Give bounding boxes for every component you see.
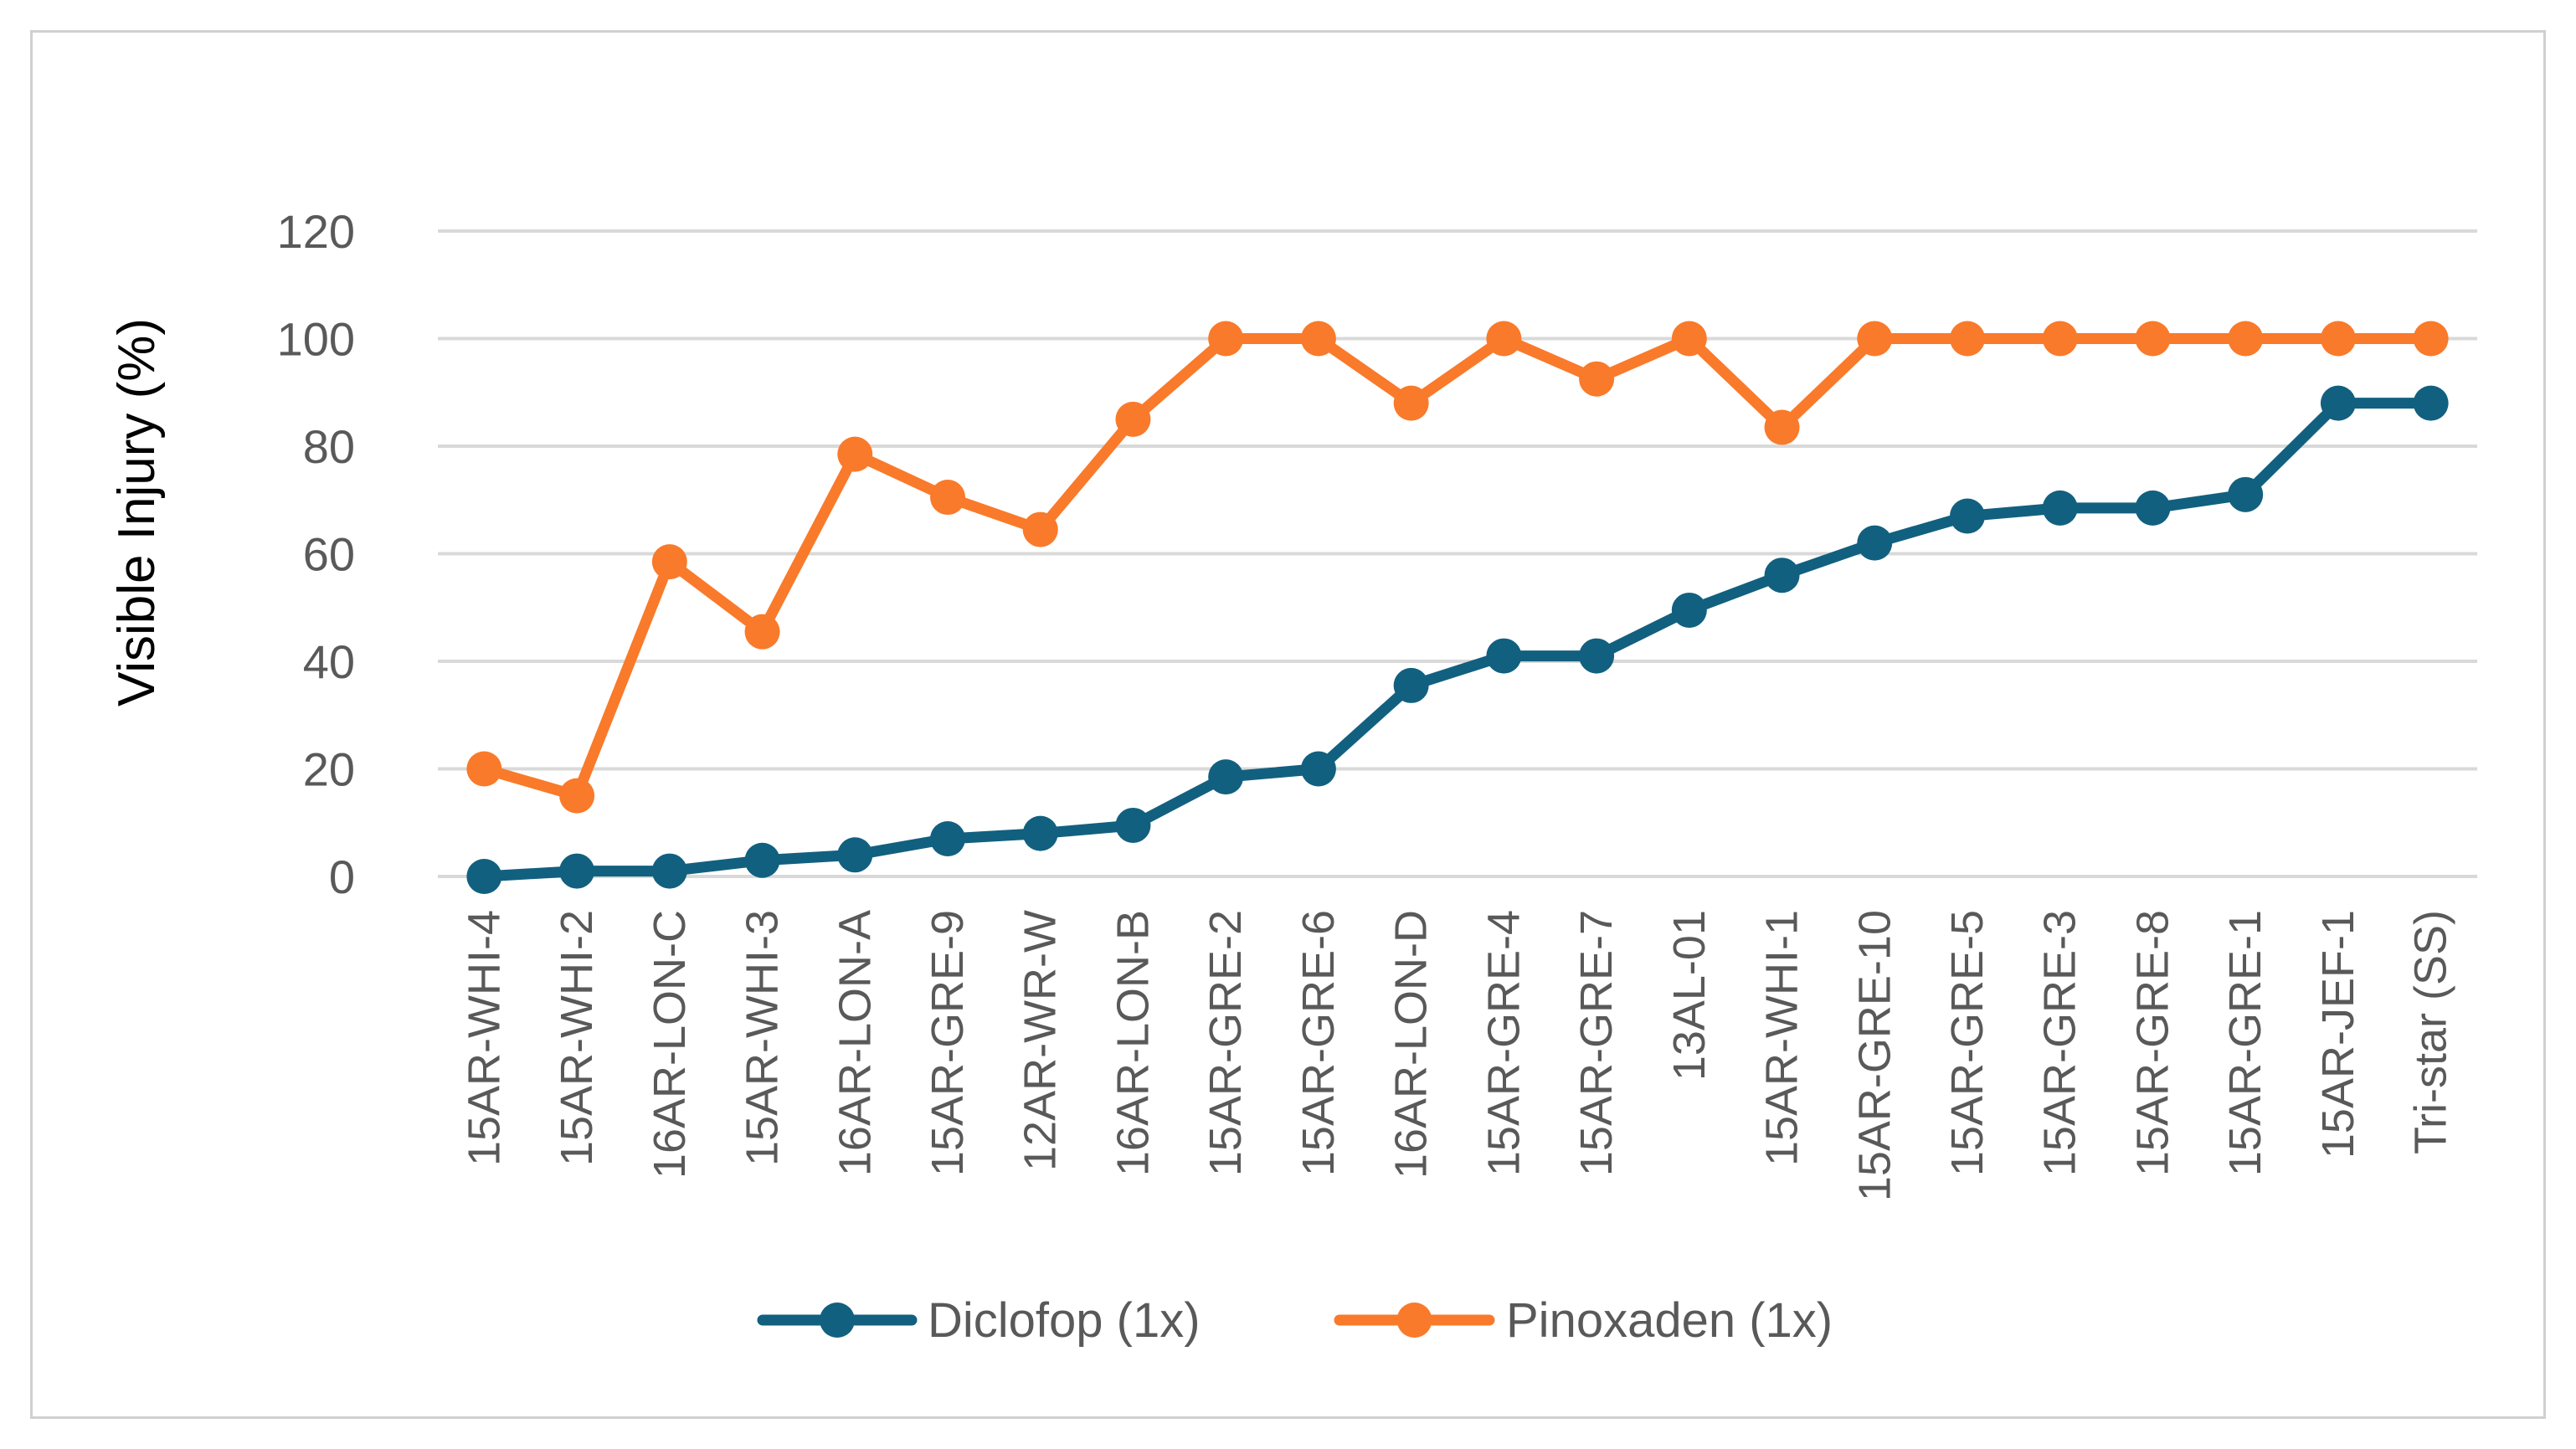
y-axis-ticks: 0 20 40 60 80 100 120	[277, 205, 355, 903]
data-point	[651, 853, 687, 889]
data-point	[2413, 321, 2449, 357]
x-tick-label: 15AR-WHI-1	[1757, 910, 1807, 1166]
y-tick-label: 100	[277, 313, 355, 366]
data-point	[1764, 409, 1800, 445]
data-point	[1671, 321, 1707, 357]
x-tick-label: 16AR-LON-A	[830, 910, 880, 1176]
data-point	[1950, 321, 1985, 357]
data-point	[2042, 490, 2078, 526]
line-chart: 0 20 40 60 80 100 120 15AR-WHI-4 15AR-WHI-2 16AR…	[108, 205, 2477, 1348]
data-point	[1579, 361, 1615, 397]
legend-item: Pinoxaden (1x)	[1334, 1293, 1833, 1348]
y-tick-label: 20	[303, 743, 355, 796]
x-tick-label: 16AR-LON-D	[1386, 910, 1437, 1179]
x-tick-label: 15AR-JEF-1	[2313, 910, 2363, 1159]
data-point	[1857, 321, 1893, 357]
chart-frame: 0 20 40 60 80 100 120 15AR-WHI-4 15AR-WHI-2 16AR…	[30, 30, 2546, 1419]
data-point	[930, 821, 965, 857]
x-tick-label: 13AL-01	[1664, 910, 1715, 1081]
data-point	[930, 480, 965, 516]
data-point	[837, 436, 873, 472]
data-point	[1208, 759, 1244, 795]
data-point	[1300, 751, 1336, 787]
data-point	[744, 614, 780, 650]
data-point	[651, 544, 687, 580]
y-tick-label: 60	[303, 528, 355, 581]
data-point	[1393, 667, 1429, 703]
data-point	[1115, 807, 1151, 843]
legend-item: Diclofop (1x)	[757, 1293, 1201, 1348]
data-point	[466, 859, 502, 894]
data-point	[1208, 321, 1244, 357]
x-tick-label: Tri-star (SS)	[2406, 910, 2456, 1154]
data-point	[2228, 476, 2264, 512]
data-point	[2135, 490, 2171, 526]
legend: Diclofop (1x) Pinoxaden (1x)	[757, 1293, 1833, 1348]
x-tick-label: 15AR-GRE-8	[2127, 910, 2178, 1176]
legend-swatch-marker	[820, 1303, 855, 1338]
data-point	[1579, 638, 1615, 674]
x-tick-label: 12AR-WR-W	[1015, 910, 1066, 1171]
series-diclofop-1x	[466, 385, 2449, 894]
data-point	[466, 751, 502, 787]
x-axis-ticks: 15AR-WHI-4 15AR-WHI-2 16AR-LON-C 15AR-WHI-3…	[459, 910, 2455, 1201]
x-tick-label: 15AR-GRE-6	[1293, 910, 1344, 1176]
data-point	[1022, 511, 1058, 547]
legend-label: Pinoxaden (1x)	[1506, 1293, 1833, 1348]
y-tick-label: 0	[329, 850, 355, 903]
data-point	[744, 842, 780, 878]
data-point	[1764, 558, 1800, 593]
x-tick-label: 15AR-GRE-10	[1849, 910, 1900, 1201]
data-point	[2320, 321, 2356, 357]
data-point	[1300, 321, 1336, 357]
data-point	[1022, 815, 1058, 851]
data-point	[2228, 321, 2264, 357]
y-tick-label: 120	[277, 205, 355, 258]
data-point	[1671, 592, 1707, 628]
series-layer	[466, 321, 2449, 894]
x-tick-label: 16AR-LON-B	[1108, 910, 1158, 1176]
legend-label: Diclofop (1x)	[928, 1293, 1201, 1348]
data-point	[1393, 385, 1429, 421]
data-point	[2042, 321, 2078, 357]
x-tick-label: 15AR-GRE-7	[1571, 910, 1622, 1176]
data-point	[1486, 321, 1522, 357]
series-line	[478, 398, 2437, 882]
data-point	[2413, 385, 2449, 421]
x-tick-label: 15AR-GRE-4	[1478, 910, 1529, 1176]
data-point	[2320, 385, 2356, 421]
x-tick-label: 15AR-GRE-3	[2035, 910, 2085, 1176]
data-point	[2135, 321, 2171, 357]
data-point	[1950, 498, 1985, 534]
y-tick-label: 80	[303, 420, 355, 473]
data-point	[1115, 401, 1151, 437]
x-tick-label: 15AR-WHI-4	[459, 910, 509, 1166]
x-tick-label: 15AR-GRE-9	[923, 910, 973, 1176]
data-point	[559, 778, 595, 814]
y-axis-title: Visible Injury (%)	[108, 318, 166, 707]
x-tick-label: 15AR-WHI-2	[552, 910, 602, 1166]
x-tick-label: 15AR-GRE-5	[1942, 910, 1992, 1176]
data-point	[1486, 638, 1522, 674]
legend-swatch-marker	[1396, 1303, 1432, 1338]
gridlines	[438, 229, 2477, 878]
y-tick-label: 40	[303, 635, 355, 688]
x-tick-label: 15AR-GRE-1	[2220, 910, 2270, 1176]
data-point	[559, 853, 595, 889]
series-line	[478, 333, 2437, 802]
x-tick-label: 16AR-LON-C	[645, 910, 695, 1179]
data-point	[837, 837, 873, 873]
data-point	[1857, 525, 1893, 561]
series-pinoxaden-1x	[466, 321, 2449, 814]
x-tick-label: 15AR-WHI-3	[738, 910, 788, 1166]
x-tick-label: 15AR-GRE-2	[1201, 910, 1251, 1176]
